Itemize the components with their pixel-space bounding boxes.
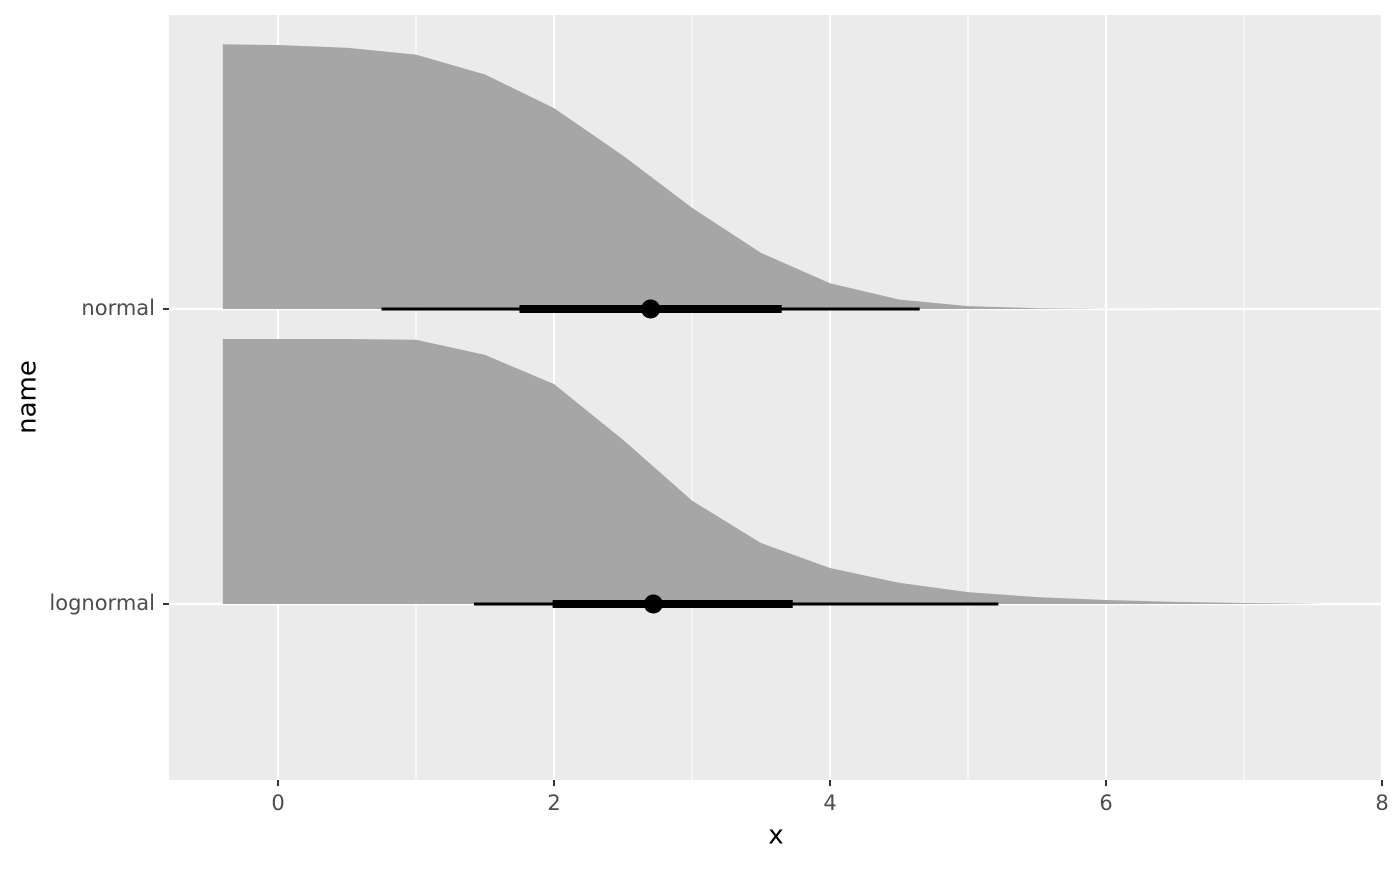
- x-tick-label: 2: [547, 791, 560, 815]
- slab: [222, 339, 1327, 604]
- point: [641, 299, 661, 319]
- x-axis-label: x: [768, 821, 783, 851]
- x-tick-label: 6: [1099, 791, 1112, 815]
- x-tick-label: 4: [823, 791, 836, 815]
- y-tick-label: lognormal: [49, 591, 155, 615]
- marks: [222, 44, 1327, 614]
- x-tick-label: 8: [1375, 791, 1388, 815]
- slab: [222, 44, 1314, 309]
- point: [643, 594, 663, 614]
- x-tick-label: 0: [271, 791, 284, 815]
- y-axis-label: name: [13, 360, 43, 434]
- y-tick-label: normal: [81, 296, 155, 320]
